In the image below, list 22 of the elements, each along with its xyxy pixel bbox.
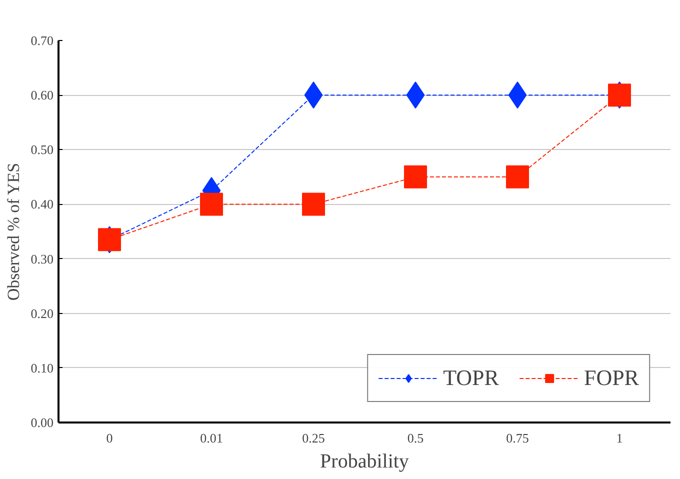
x-tick-label: 0.01: [200, 430, 223, 446]
y-tick-label: 0.20: [30, 306, 54, 321]
x-axis-title: Probability: [320, 450, 409, 472]
x-tick-label: 0.5: [407, 430, 424, 446]
legend-label: FOPR: [584, 365, 639, 391]
point: [200, 192, 223, 216]
y-tick-label: 0.10: [30, 360, 54, 376]
y-tick-label: 0.60: [30, 88, 54, 103]
y-tick-label: 0.70: [30, 33, 54, 48]
y-axis-title: Observed % of YES: [4, 162, 23, 301]
y-tick-label: 0.00: [30, 415, 54, 430]
x-tick-label: 0.75: [506, 430, 529, 446]
legend-label: TOPR: [443, 365, 499, 391]
y-tick-label: 0.40: [30, 196, 54, 212]
point: [302, 192, 325, 216]
x-tick-label: 0: [106, 430, 113, 446]
y-tick-label: 0.50: [30, 142, 54, 158]
point: [506, 165, 529, 188]
point: [404, 165, 427, 188]
x-tick-label: 0.25: [302, 430, 325, 446]
x-tick-label: 1: [616, 430, 623, 446]
y-tick-label: 0.30: [30, 251, 54, 266]
